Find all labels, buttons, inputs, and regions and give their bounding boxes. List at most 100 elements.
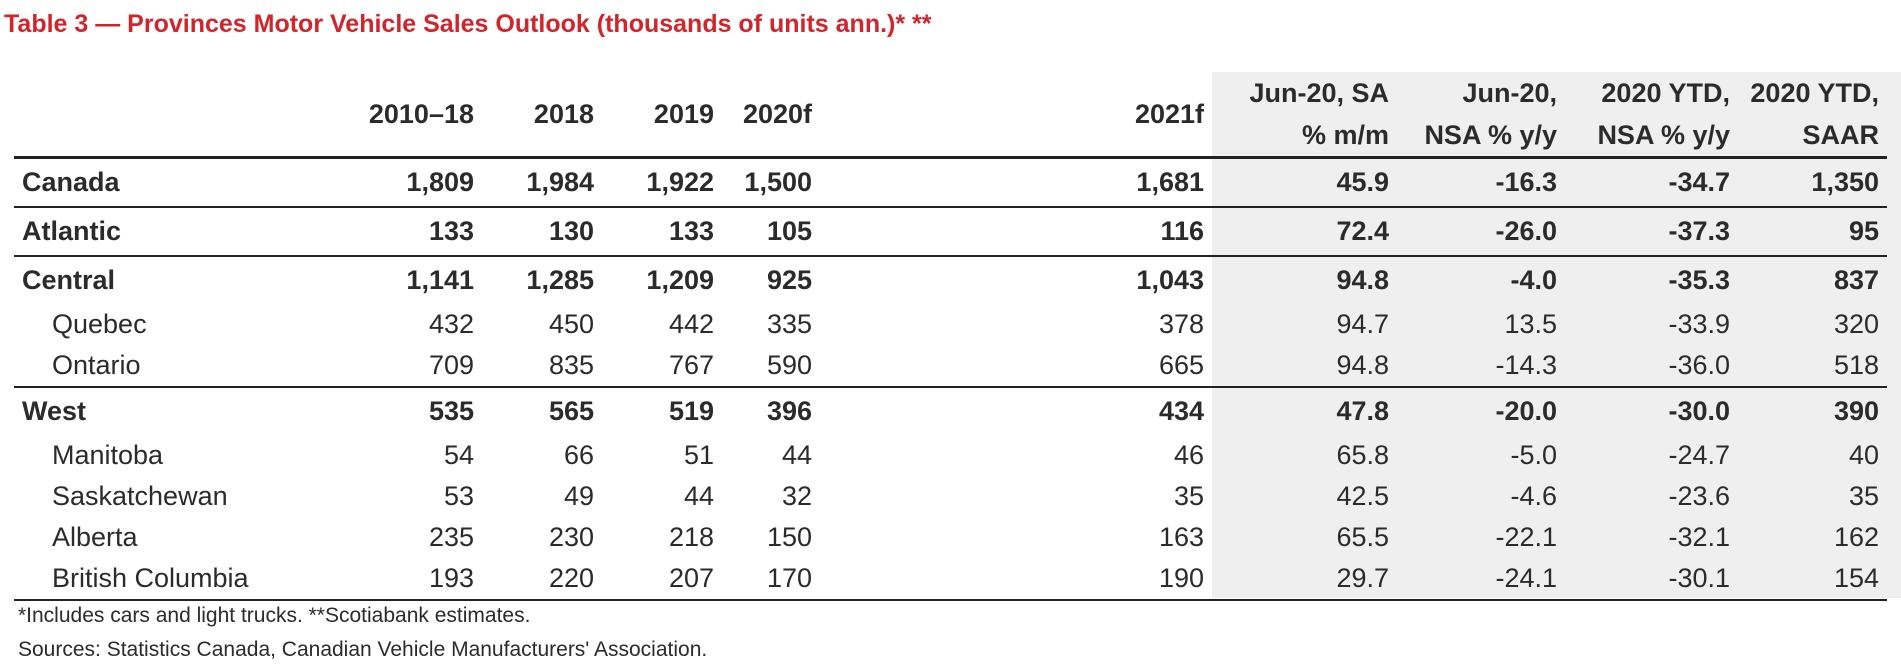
- table-cell: 190: [1158, 563, 1204, 593]
- table-cell: 1,809: [406, 167, 474, 197]
- table-cell: 44: [781, 440, 812, 470]
- table-cell: -30.0: [1668, 396, 1730, 426]
- table-cell: 1,209: [646, 265, 714, 295]
- table-cell: 170: [766, 563, 812, 593]
- table-cell: 837: [1833, 265, 1879, 295]
- table-cell: 230: [548, 522, 594, 552]
- table-cell: 1,141: [406, 265, 474, 295]
- column-header: 2020 YTD, NSA % y/y: [1597, 78, 1730, 150]
- table-row-atlantic: Atlantic 133 130 133 105 116 72.4 -26.0 …: [14, 207, 1887, 256]
- table-cell: 46: [1173, 440, 1204, 470]
- header-row: 2010–18 2018 2019 2020f 2021f Jun-20, SA…: [14, 72, 1887, 158]
- row-label: Quebec: [52, 309, 147, 339]
- table-cell: 519: [668, 396, 714, 426]
- table-cell: 434: [1158, 396, 1204, 426]
- table-row-british-columbia: British Columbia 193 220 207 170 190 29.…: [14, 558, 1887, 600]
- table-row-quebec: Quebec 432 450 442 335 378 94.7 13.5 -33…: [14, 304, 1887, 345]
- row-label: Atlantic: [22, 216, 122, 246]
- table-cell: 218: [668, 522, 714, 552]
- table-cell: -20.0: [1495, 396, 1557, 426]
- table-cell: 320: [1833, 309, 1879, 339]
- table-cell: 94.8: [1336, 265, 1389, 295]
- table-cell: 390: [1833, 396, 1879, 426]
- table-cell: -24.1: [1495, 563, 1557, 593]
- row-label: West: [22, 396, 87, 426]
- table-row-saskatchewan: Saskatchewan 53 49 44 32 35 42.5 -4.6 -2…: [14, 476, 1887, 517]
- table-cell: 35: [1173, 481, 1204, 511]
- table-cell: 1,285: [526, 265, 594, 295]
- row-label: Saskatchewan: [52, 481, 228, 511]
- table-cell: 35: [1848, 481, 1879, 511]
- row-label: Alberta: [52, 522, 138, 552]
- table-cell: 45.9: [1336, 167, 1389, 197]
- table-cell: 767: [668, 350, 714, 380]
- table-cell: 1,922: [646, 167, 714, 197]
- column-header: 2020 YTD, SAAR: [1750, 78, 1879, 150]
- table-cell: 65.8: [1336, 440, 1389, 470]
- footnote: *Includes cars and light trucks. **Scoti…: [18, 604, 531, 627]
- table-cell: 72.4: [1336, 216, 1389, 246]
- table-cell: -4.6: [1510, 481, 1557, 511]
- table-cell: -5.0: [1510, 440, 1557, 470]
- column-header: Jun-20, SA% m/m: [1249, 78, 1389, 150]
- table-row-west: West 535 565 519 396 434 47.8 -20.0 -30.…: [14, 387, 1887, 435]
- table-cell: 95: [1848, 216, 1879, 246]
- table-cell: 49: [563, 481, 594, 511]
- table-cell: 13.5: [1504, 309, 1557, 339]
- shaded-columns-background: [1212, 72, 1901, 598]
- table-cell: 1,681: [1136, 167, 1204, 197]
- table-cell: 29.7: [1336, 563, 1389, 593]
- row-label: Central: [22, 265, 116, 295]
- table-cell: 1,043: [1136, 265, 1204, 295]
- table-cell: 432: [428, 309, 474, 339]
- table-cell: 335: [766, 309, 812, 339]
- table-cell: 65.5: [1336, 522, 1389, 552]
- table-cell: 835: [548, 350, 594, 380]
- header-stub: [14, 72, 314, 158]
- row-label: Manitoba: [52, 440, 164, 470]
- page-title: Table 3 — Provinces Motor Vehicle Sales …: [4, 10, 932, 38]
- column-header: 2010–18: [368, 99, 474, 129]
- table-cell: -14.3: [1495, 350, 1557, 380]
- table-cell: 378: [1158, 309, 1204, 339]
- table-row-canada: Canada 1,809 1,984 1,922 1,500 1,681 45.…: [14, 158, 1887, 208]
- table-cell: 105: [766, 216, 812, 246]
- table-cell: -23.6: [1668, 481, 1730, 511]
- row-label: Ontario: [52, 350, 141, 380]
- column-header: 2019: [653, 99, 714, 129]
- table-cell: -32.1: [1668, 522, 1730, 552]
- table-cell: 94.7: [1336, 309, 1389, 339]
- sources-note: Sources: Statistics Canada, Canadian Veh…: [18, 638, 708, 661]
- table-cell: 1,350: [1811, 167, 1879, 197]
- table-cell: 133: [428, 216, 474, 246]
- table-cell: 396: [766, 396, 812, 426]
- table-cell: 47.8: [1336, 396, 1389, 426]
- table-cell: 42.5: [1336, 481, 1389, 511]
- table-cell: 150: [766, 522, 812, 552]
- table-cell: 94.8: [1336, 350, 1389, 380]
- table-cell: 193: [428, 563, 474, 593]
- table-row-ontario: Ontario 709 835 767 590 665 94.8 -14.3 -…: [14, 345, 1887, 387]
- table-cell: 162: [1833, 522, 1879, 552]
- table-cell: 53: [443, 481, 474, 511]
- table-cell: 154: [1833, 563, 1879, 593]
- table-cell: 590: [766, 350, 812, 380]
- table-cell: 665: [1158, 350, 1204, 380]
- table-row-central: Central 1,141 1,285 1,209 925 1,043 94.8…: [14, 256, 1887, 304]
- table-row-alberta: Alberta 235 230 218 150 163 65.5 -22.1 -…: [14, 517, 1887, 558]
- table-cell: 207: [668, 563, 714, 593]
- table-cell: 40: [1848, 440, 1879, 470]
- table-cell: 925: [766, 265, 812, 295]
- table-cell: -37.3: [1668, 216, 1730, 246]
- row-label: Canada: [22, 167, 120, 197]
- sales-outlook-table: 2010–18 2018 2019 2020f 2021f Jun-20, SA…: [14, 72, 1887, 601]
- table-cell: 66: [563, 440, 594, 470]
- table-cell: 133: [668, 216, 714, 246]
- table-cell: -35.3: [1668, 265, 1730, 295]
- table-cell: -33.9: [1668, 309, 1730, 339]
- table-cell: -34.7: [1668, 167, 1730, 197]
- column-header: 2021f: [1134, 99, 1204, 129]
- table-cell: 163: [1158, 522, 1204, 552]
- table-cell: 235: [428, 522, 474, 552]
- table-cell: -36.0: [1668, 350, 1730, 380]
